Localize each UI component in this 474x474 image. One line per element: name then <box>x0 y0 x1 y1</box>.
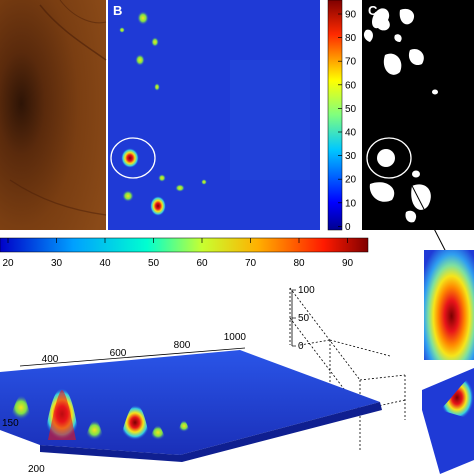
vertical-colorbar-tick-label: 70 <box>345 57 357 68</box>
panel-b-intensity-map: B <box>108 0 320 230</box>
surface-x-tick-label: 400 <box>42 354 59 365</box>
vertical-colorbar-tick-label: 40 <box>345 128 357 139</box>
vertical-colorbar-tick-label: 10 <box>345 198 357 209</box>
vertical-colorbar-tick-label: 30 <box>345 151 357 162</box>
horizontal-colorbar-tick-label: 50 <box>148 258 160 269</box>
horizontal-colorbar-tick-label: 40 <box>99 258 111 269</box>
surface-y-tick-label: 200 <box>28 464 45 474</box>
horizontal-colorbar-tick-label: 80 <box>293 258 305 269</box>
fundus-photo-panel <box>0 0 107 230</box>
surface-z-tick-label: 50 <box>298 313 310 324</box>
highlight-circle-b <box>110 137 156 179</box>
vertical-colorbar-tick-label: 0 <box>345 222 351 233</box>
x-axis-line <box>19 347 246 367</box>
panel-e-zoom: E <box>422 250 474 474</box>
vertical-colorbar-tick-label: 90 <box>345 10 357 21</box>
horizontal-colorbar-tick-label: 20 <box>2 258 14 269</box>
horizontal-colorbar-tick-label: 70 <box>245 258 257 269</box>
vertical-colorbar: 90 80 70 60 50 40 30 20 10 0 <box>327 0 357 233</box>
surface-y-tick-label: 150 <box>2 418 19 429</box>
vertical-colorbar-tick-label: 60 <box>345 80 357 91</box>
surface-x-tick-label: 600 <box>110 348 127 359</box>
panel-c-binary-mask: C <box>362 0 474 230</box>
vertical-colorbar-tick-label: 20 <box>345 175 357 186</box>
zoom-connector-line <box>406 175 447 253</box>
surface-plot-3d: 400 600 800 1000 150 200 100 50 0 <box>0 285 406 474</box>
panel-c-label: C <box>368 3 378 18</box>
horizontal-colorbar: 20 30 40 50 60 70 80 90 <box>0 237 369 269</box>
highlight-circle-c <box>366 137 412 179</box>
horizontal-colorbar-tick-label: 60 <box>196 258 208 269</box>
vertical-colorbar-tick-label: 80 <box>345 33 357 44</box>
horizontal-colorbar-tick-label: 90 <box>342 258 354 269</box>
panel-b-label: B <box>113 3 122 18</box>
surface-z-tick-label: 100 <box>298 285 315 296</box>
vertical-colorbar-tick-label: 50 <box>345 104 357 115</box>
panel-e-heatmap <box>424 250 474 360</box>
surface-z-tick-label: 0 <box>298 341 304 352</box>
surface-x-tick-label: 1000 <box>224 332 247 343</box>
surface-x-tick-label: 800 <box>174 340 191 351</box>
horizontal-colorbar-tick-label: 30 <box>51 258 63 269</box>
